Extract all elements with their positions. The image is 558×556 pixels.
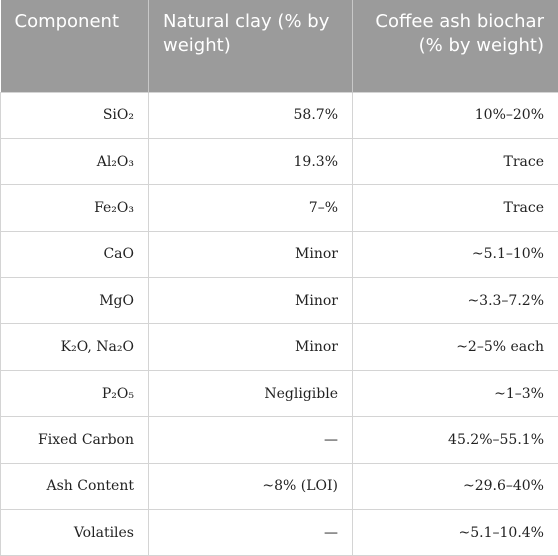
- table-cell: —: [148, 509, 353, 556]
- table-cell: Trace: [352, 137, 558, 186]
- table-cell: ~1–3%: [352, 369, 558, 418]
- table-cell: 19.3%: [148, 137, 353, 186]
- table-row: Fe₂O₃ 7–% Trace: [0, 184, 558, 232]
- header-cell: Natural clay (% by weight): [148, 0, 353, 92]
- table-cell: 7–%: [148, 184, 353, 232]
- table-cell: ~8% (LOI): [148, 462, 353, 511]
- table-row: K₂O, Na₂O Minor ~2–5% each: [0, 323, 558, 371]
- table-cell: ~2–5% each: [352, 323, 558, 371]
- table-row: Volatiles — ~5.1–10.4%: [0, 509, 558, 556]
- header-cell: Coffee ash biochar (% by weight): [352, 0, 558, 92]
- table-cell: ~3.3–7.2%: [352, 277, 558, 325]
- table-cell: Minor: [148, 277, 353, 325]
- table-row: SiO₂ 58.7% 10%–20%: [0, 91, 558, 139]
- header-row: Component Natural clay (% by weight) Coffe…: [0, 0, 558, 92]
- table-cell: Al₂O₃: [0, 137, 149, 186]
- table-row: P₂O₅ Negligible ~1–3%: [0, 369, 558, 418]
- table-cell: ~29.6–40%: [352, 462, 558, 511]
- table-cell: MgO: [0, 277, 149, 325]
- table-cell: Fe₂O₃: [0, 184, 149, 232]
- table-cell: Fixed Carbon: [0, 416, 149, 464]
- table-cell: ~5.1–10%: [352, 230, 558, 279]
- table-cell: Negligible: [148, 369, 353, 418]
- table-row: Ash Content ~8% (LOI) ~29.6–40%: [0, 462, 558, 511]
- table-cell: 58.7%: [148, 91, 353, 139]
- table-cell: —: [148, 416, 353, 464]
- table-cell: ~5.1–10.4%: [352, 509, 558, 556]
- table-cell: P₂O₅: [0, 369, 149, 418]
- table-cell: 10%–20%: [352, 91, 558, 139]
- table-cell: Minor: [148, 323, 353, 371]
- table-cell: SiO₂: [0, 91, 149, 139]
- table-cell: Volatiles: [0, 509, 149, 556]
- table-row: Al₂O₃ 19.3% Trace: [0, 137, 558, 186]
- table-cell: K₂O, Na₂O: [0, 323, 149, 371]
- table-cell: Ash Content: [0, 462, 149, 511]
- table-cell: Trace: [352, 184, 558, 232]
- table-cell: Minor: [148, 230, 353, 279]
- table-cell: CaO: [0, 230, 149, 279]
- table-row: CaO Minor ~5.1–10%: [0, 230, 558, 279]
- table-row: Fixed Carbon —45.2%–55.1%: [0, 416, 558, 464]
- table-row: MgO Minor ~3.3–7.2%: [0, 277, 558, 325]
- table-body: SiO₂ 58.7% 10%–20% Al₂O₃ 19.3% Trace Fe₂O₃ 7–% T…: [0, 91, 558, 556]
- header-cell: Component: [0, 0, 149, 92]
- table-cell: 45.2%–55.1%: [352, 416, 558, 464]
